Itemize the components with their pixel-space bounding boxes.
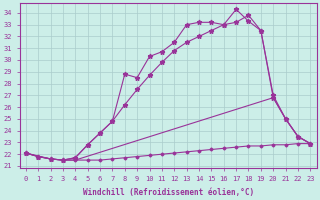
X-axis label: Windchill (Refroidissement éolien,°C): Windchill (Refroidissement éolien,°C) bbox=[83, 188, 254, 197]
